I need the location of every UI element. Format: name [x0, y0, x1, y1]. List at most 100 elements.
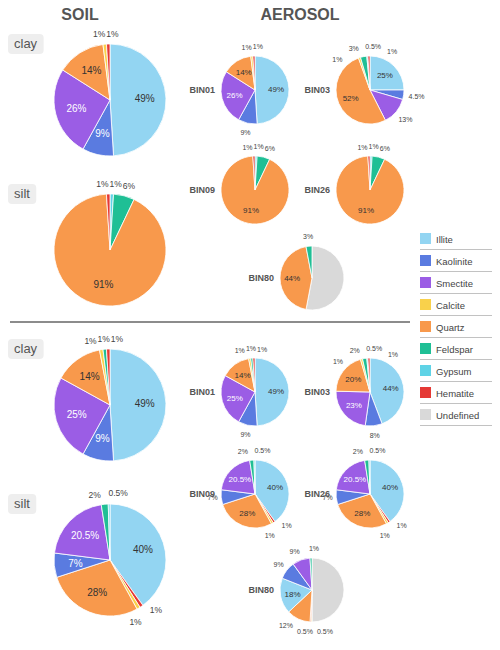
data-label: 44%	[284, 274, 300, 283]
legend-label: Feldspar	[436, 344, 473, 355]
data-label: 49%	[135, 398, 155, 409]
pie-slice	[293, 558, 312, 590]
data-label: 1%	[150, 605, 163, 615]
legend-entry: Illite	[420, 233, 492, 250]
slices	[280, 246, 344, 310]
data-label: 1%	[388, 351, 398, 358]
slices	[54, 44, 166, 156]
pie-tag: silt	[8, 184, 36, 204]
pie-chart: 40%28%7%20.5%1%1%2%0.5%	[54, 488, 166, 627]
pie-title: clay	[14, 36, 38, 51]
data-label: 0.5%	[297, 628, 313, 635]
slices	[54, 349, 166, 461]
data-label: 9%	[95, 128, 110, 139]
data-label: 28%	[239, 509, 255, 518]
data-label: 1%	[109, 179, 122, 189]
data-label: 1%	[369, 143, 379, 150]
pie-slice	[368, 56, 370, 90]
legend-swatch	[420, 233, 431, 244]
pie-slice	[336, 58, 385, 124]
tag-box	[8, 339, 44, 359]
pie-title: BIN26	[304, 185, 330, 195]
data-label: 9%	[240, 431, 250, 438]
tag-box	[8, 184, 36, 204]
legend-entry: Calcite	[420, 299, 492, 316]
data-label: 1%	[246, 345, 256, 352]
data-label: 26%	[66, 103, 86, 114]
legend-rule	[420, 293, 492, 294]
legend-label: Smectite	[436, 278, 473, 289]
pie-slice	[361, 56, 370, 90]
data-label: 1%	[106, 29, 119, 39]
legend-rule	[420, 425, 492, 426]
legend-swatch	[420, 277, 431, 288]
pie-slice	[108, 504, 110, 560]
data-label: 4.5%	[409, 93, 425, 100]
data-label: 7%	[68, 558, 83, 569]
data-labels: 44%23%20%8%1%2%0.5%1%	[333, 345, 399, 439]
pie-slice	[360, 359, 370, 392]
pie-chart: 18%0.5%0.5%12%9%9%1%	[273, 545, 344, 635]
legend-rule	[420, 271, 492, 272]
pie-slice	[368, 358, 370, 392]
data-label: 28%	[87, 587, 107, 598]
pie-title: silt	[14, 186, 30, 201]
pie-slice	[54, 194, 166, 306]
data-label: 6%	[123, 181, 136, 191]
slices	[280, 558, 344, 622]
slices	[221, 156, 289, 224]
data-label: 9%	[240, 129, 250, 136]
legend-entry: Feldspar	[420, 343, 492, 360]
pie-slice	[221, 460, 255, 494]
data-label: 49%	[268, 387, 284, 396]
data-label: 14%	[80, 371, 100, 382]
pie-slice	[306, 246, 312, 278]
pie-chart: 91%1%6%1%	[336, 143, 404, 224]
pie-title: silt	[14, 496, 30, 511]
pie-slice	[254, 460, 255, 494]
data-labels: 18%0.5%0.5%12%9%9%1%	[273, 545, 332, 635]
data-label: 20.5%	[71, 530, 99, 541]
legend-swatch	[420, 409, 431, 420]
pie-slice	[280, 247, 312, 310]
data-label: 9%	[273, 561, 283, 568]
slices	[336, 358, 404, 426]
pie-chart: 91%1%6%1%	[221, 143, 289, 224]
data-labels: 49%9%26%14%1%1%	[66, 29, 154, 139]
pie-slice	[106, 349, 110, 405]
pie-title: BIN03	[304, 387, 330, 397]
legend-label: Hematite	[436, 388, 474, 399]
data-label: 25%	[227, 394, 243, 403]
pie-slice	[336, 156, 404, 224]
pie-slice	[367, 358, 370, 392]
data-labels: 91%1%6%1%	[242, 143, 275, 215]
legend-label: Calcite	[436, 300, 465, 311]
pie-slice	[100, 349, 110, 405]
pie-slice	[310, 558, 312, 590]
data-label: 0.5%	[365, 43, 381, 50]
pie-tag: silt	[8, 494, 36, 514]
data-label: 13%	[398, 116, 412, 123]
data-label: 28%	[354, 509, 370, 518]
pie-slice	[251, 358, 255, 392]
data-label: 14%	[236, 68, 252, 77]
pie-title: BIN09	[189, 185, 215, 195]
pie-title: BIN03	[304, 85, 330, 95]
data-labels: 49%25%14%9%1%1%1%	[227, 345, 284, 438]
data-label: 1%	[387, 48, 397, 55]
data-labels: 49%26%14%9%1%1%	[227, 43, 285, 136]
legend-swatch	[420, 387, 431, 398]
pie-chart: 40%28%20.5%1%1%7%2%0.5%	[207, 447, 291, 539]
legend-rule	[420, 359, 492, 360]
data-labels: 40%28%20.5%1%1%7%2%0.5%	[322, 447, 406, 539]
data-label: 1%	[111, 334, 124, 344]
data-label: 91%	[243, 206, 259, 215]
pie-slice	[367, 56, 370, 90]
legend-swatch	[420, 255, 431, 266]
data-label: 49%	[135, 93, 155, 104]
pie-slice	[61, 350, 110, 405]
pie-slice	[368, 156, 370, 190]
pie-title: BIN01	[189, 387, 215, 397]
pie-slice	[221, 156, 289, 224]
data-labels: 40%28%7%20.5%1%1%2%0.5%	[68, 488, 162, 627]
